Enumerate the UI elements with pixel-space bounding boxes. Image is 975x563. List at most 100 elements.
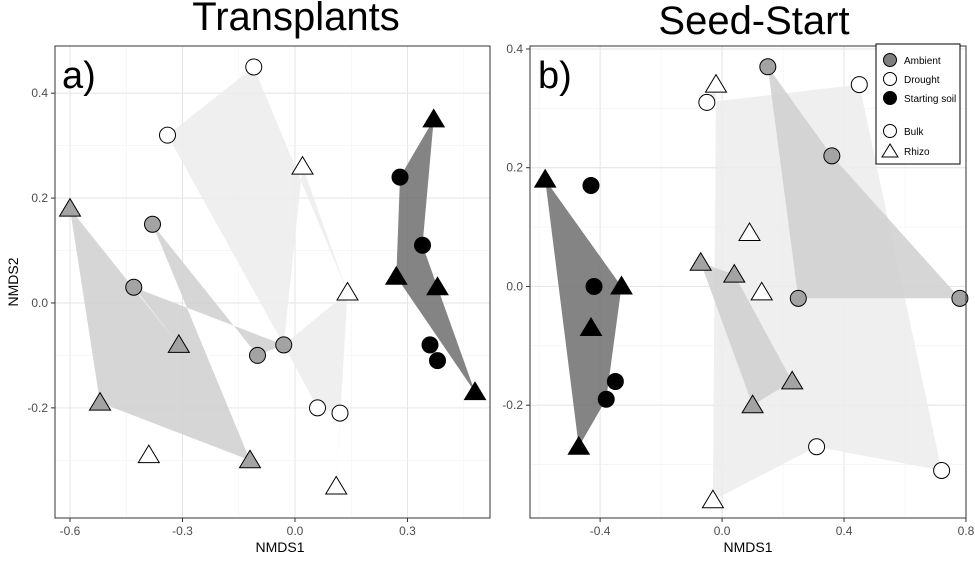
data-point-triangle: [741, 394, 764, 414]
data-point-circle: [808, 438, 826, 456]
legend-key-ambient: [883, 53, 897, 67]
data-point-circle: [429, 352, 446, 370]
data-point-triangle: [88, 391, 112, 411]
data-point-triangle: [689, 251, 713, 271]
y-tick-label: 0.0: [31, 296, 48, 310]
y-tick-label: -0.2: [27, 401, 48, 415]
data-point-circle: [582, 177, 600, 195]
x-tick-label: 0.0: [287, 524, 304, 538]
legend-key-rhizo: [881, 143, 899, 158]
plot-area: -0.6 -0.3 0.0 0.3 -0.2 0.0 0.2 0.4: [27, 45, 491, 538]
data-point-triangle: [750, 281, 774, 301]
x-tick-label: 0.4: [836, 524, 853, 538]
data-point-circle: [585, 277, 603, 295]
panel-title: Seed-Start: [658, 0, 849, 43]
x-axis-label: NMDS1: [723, 539, 772, 555]
hull-starting-soil: [396, 119, 475, 393]
data-point-circle: [823, 147, 841, 165]
data-point-circle: [951, 289, 969, 307]
data-point-triangle: [704, 73, 728, 93]
data-point-triangle: [324, 475, 348, 495]
data-point-triangle: [238, 449, 262, 469]
data-point-circle: [850, 76, 868, 94]
data-point-triangle: [533, 168, 557, 188]
legend-label: Rhizo: [904, 147, 930, 158]
data-point-circle: [125, 278, 143, 296]
legend-key-starting-soil: [883, 91, 897, 105]
y-axis-label: NMDS2: [5, 257, 21, 306]
data-point-triangle: [291, 155, 314, 175]
data-point-triangle: [610, 275, 633, 295]
y-tick-label: 0.4: [506, 42, 523, 56]
y-tick-label: 0.2: [31, 191, 48, 205]
data-point-circle: [421, 336, 439, 354]
x-tick-label: 0.8: [958, 524, 975, 538]
points: [533, 58, 969, 509]
hull-ambient: [70, 208, 284, 461]
data-point-triangle: [701, 489, 725, 509]
data-point-triangle: [426, 276, 449, 296]
data-point-triangle: [58, 197, 82, 217]
data-point-circle: [249, 346, 266, 364]
legend-label: Starting soil: [904, 94, 956, 105]
hull-drought: [283, 292, 348, 487]
data-point-circle: [391, 168, 409, 186]
data-point-triangle: [422, 108, 446, 128]
data-point-circle: [597, 390, 615, 408]
data-point-triangle: [738, 222, 761, 241]
plot-border: [54, 45, 491, 519]
hull-drought: [167, 67, 348, 345]
x-tick-label: 0.0: [714, 524, 731, 538]
data-point-triangle: [722, 263, 746, 283]
hull-ambient: [767, 66, 960, 299]
points: [58, 58, 487, 495]
data-point-circle: [933, 462, 951, 480]
data-point-circle: [789, 289, 807, 307]
y-tick-label: -0.2: [502, 398, 523, 412]
panel-label: a): [62, 55, 96, 97]
y-tick-label: 0.4: [31, 86, 48, 100]
data-point-circle: [275, 336, 293, 354]
panel-label: b): [538, 55, 572, 97]
legend-label: Ambient: [904, 56, 941, 67]
legend-label: Drought: [904, 75, 940, 86]
data-point-triangle: [567, 435, 591, 455]
data-point-circle: [331, 404, 349, 422]
x-tick-label: -0.3: [172, 524, 193, 538]
hull-starting-soil: [545, 179, 622, 447]
legend-key-bulk: [883, 124, 897, 138]
panel-transplants: Transplants -0.6 -0.3 0.0 0.3-0.20.00.20.4 …: [5, 0, 491, 555]
x-tick-label: 0.3: [399, 524, 416, 538]
data-point-circle: [245, 58, 263, 76]
hull-ambient: [700, 262, 793, 406]
legend: Ambient Drought Starting soil Bulk Rhizo: [875, 43, 961, 165]
data-point-circle: [414, 236, 431, 254]
data-point-circle: [144, 215, 161, 233]
y-tick-label: 0.2: [506, 161, 523, 175]
x-axis-label: NMDS1: [255, 539, 304, 555]
legend-key-drought: [883, 72, 897, 86]
data-point-circle: [606, 372, 624, 390]
data-point-circle: [309, 399, 326, 417]
hulls: [545, 66, 960, 501]
panel-title: Transplants: [192, 0, 400, 39]
hulls: [70, 67, 475, 487]
data-point-triangle: [579, 317, 603, 336]
ticks: -0.4 0.0 0.4 0.8 -0.2 0.0 0.2 0.4: [502, 42, 974, 538]
data-point-circle: [159, 126, 176, 144]
data-point-triangle: [137, 444, 161, 464]
x-tick-label: -0.6: [60, 524, 81, 538]
data-point-triangle: [463, 381, 487, 401]
x-tick-label: -0.4: [590, 524, 611, 538]
data-point-triangle: [384, 265, 408, 285]
data-point-triangle: [780, 370, 804, 390]
legend-label: Bulk: [904, 127, 924, 138]
plot-border: [529, 45, 967, 519]
data-point-circle: [759, 58, 777, 76]
data-point-circle: [698, 93, 716, 111]
ticks: -0.6 -0.3 0.0 0.3 -0.2 0.0 0.2 0.4: [27, 86, 416, 538]
data-point-triangle: [167, 333, 191, 353]
data-point-triangle: [336, 281, 359, 301]
y-tick-label: 0.0: [506, 279, 523, 293]
